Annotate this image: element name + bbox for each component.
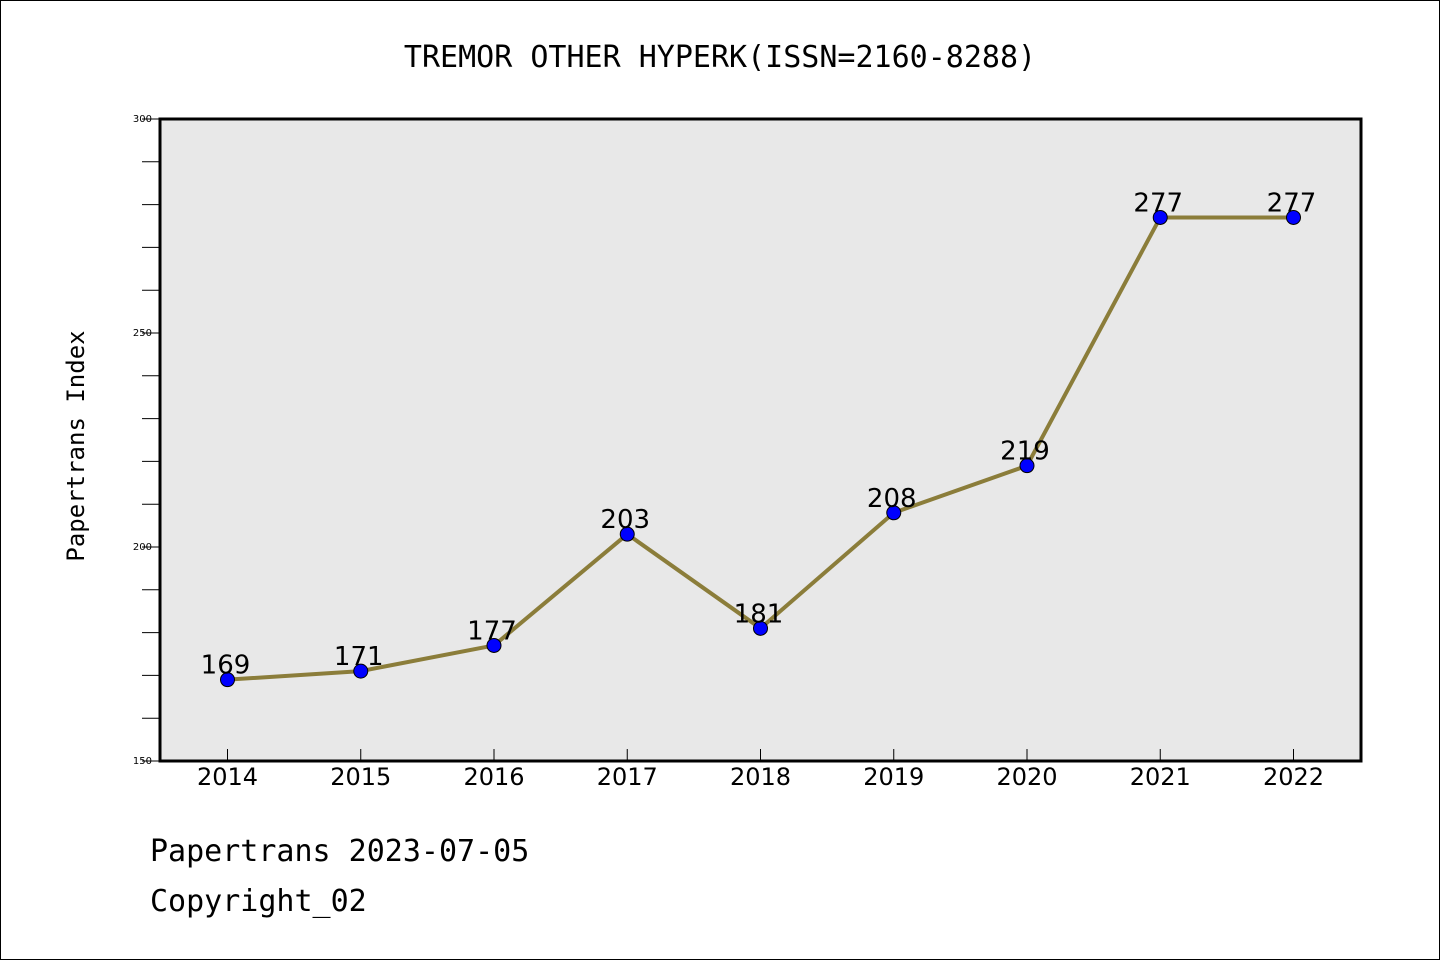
y-axis: 150 200 250 300 xyxy=(133,114,160,767)
data-label: 219 xyxy=(1000,437,1050,467)
y-tick-label: 300 xyxy=(133,114,152,125)
x-tick-label: 2021 xyxy=(1130,763,1191,791)
x-tick-label: 2014 xyxy=(197,763,258,791)
data-point xyxy=(886,505,902,521)
series-group xyxy=(220,209,1301,688)
data-label: 203 xyxy=(600,505,650,535)
y-tick-label: 200 xyxy=(133,542,152,553)
data-labels: 169 171 177 203 181 208 219 277 277 xyxy=(201,188,1317,680)
x-axis: 2014 2015 2016 2017 2018 2019 2020 2021 2022 xyxy=(197,749,1324,791)
data-point xyxy=(220,672,235,688)
data-point xyxy=(753,620,768,636)
data-point xyxy=(486,637,502,653)
data-point xyxy=(353,663,369,679)
data-label: 277 xyxy=(1267,188,1317,218)
x-tick-label: 2019 xyxy=(863,763,924,791)
x-tick-label: 2022 xyxy=(1263,763,1324,791)
data-label: 177 xyxy=(467,616,517,646)
y-tick-label: 250 xyxy=(133,328,152,339)
data-label: 277 xyxy=(1133,188,1183,218)
data-point xyxy=(1152,209,1168,225)
y-axis-label: Papertrans Index xyxy=(62,330,90,561)
footer-copyright: Copyright_02 xyxy=(150,884,367,919)
data-label: 169 xyxy=(201,651,251,681)
y-tick-label: 150 xyxy=(133,756,152,767)
x-tick-label: 2016 xyxy=(463,763,524,791)
data-point xyxy=(1286,209,1301,225)
data-point xyxy=(619,526,635,542)
x-tick-label: 2018 xyxy=(730,763,791,791)
x-tick-label: 2017 xyxy=(597,763,658,791)
data-label: 171 xyxy=(334,642,384,672)
x-tick-label: 2020 xyxy=(996,763,1057,791)
data-point xyxy=(1019,458,1035,474)
footer-date: Papertrans 2023-07-05 xyxy=(150,834,530,869)
x-tick-label: 2015 xyxy=(330,763,391,791)
chart-title: TREMOR OTHER HYPERK(ISSN=2160-8288) xyxy=(404,40,1036,75)
data-label: 208 xyxy=(867,484,917,514)
plot-area xyxy=(158,117,1363,763)
data-label: 181 xyxy=(734,599,784,629)
